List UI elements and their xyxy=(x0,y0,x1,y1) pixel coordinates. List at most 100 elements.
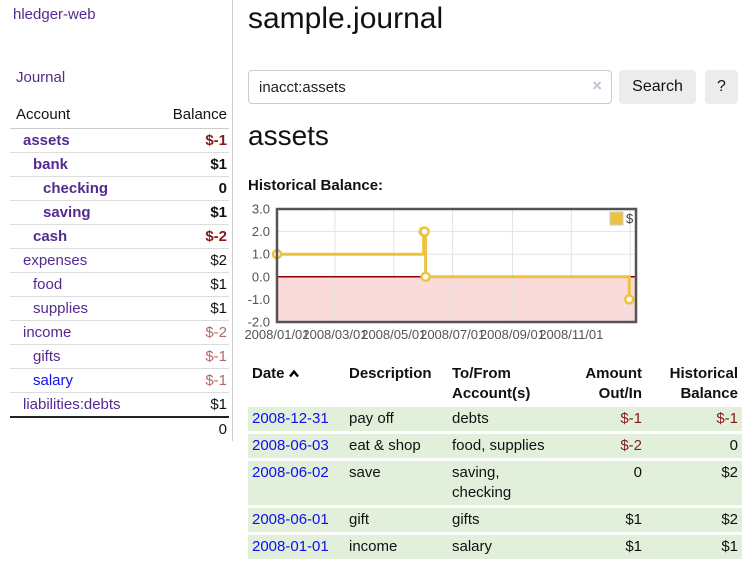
account-balance: $1 xyxy=(150,152,229,177)
account-cell: income xyxy=(10,320,151,345)
account-row: cash $-2 xyxy=(10,224,229,249)
account-cell: saving xyxy=(10,200,151,225)
x-tick-label: 2008/09/01 xyxy=(480,327,545,342)
account-row: checking 0 xyxy=(10,176,229,201)
register-balance: $2 xyxy=(646,508,742,532)
clear-search-icon[interactable]: × xyxy=(592,76,602,95)
register-amount: $1 xyxy=(553,535,646,559)
account-cell: checking xyxy=(10,176,151,201)
search-input-wrap: × xyxy=(248,70,612,104)
account-cell: assets xyxy=(10,128,151,153)
y-tick-label: 1.0 xyxy=(252,247,270,262)
register-date-link[interactable]: 2008-06-01 xyxy=(252,511,329,528)
account-balance: $-2 xyxy=(150,224,229,249)
account-heading: assets xyxy=(248,120,329,151)
register-tofrom: debts xyxy=(448,407,553,431)
register-date-link[interactable]: 2008-01-01 xyxy=(252,538,329,555)
account-link-food[interactable]: food xyxy=(33,276,63,293)
plot-border xyxy=(275,207,638,324)
help-button[interactable]: ? xyxy=(705,70,738,104)
register-row: 2008-06-01 gift gifts $1 $2 xyxy=(248,508,742,532)
column-header-date-label: Date xyxy=(252,365,285,382)
data-point-marker xyxy=(420,271,431,283)
sort-asc-icon xyxy=(288,369,299,378)
brand-link[interactable]: hledger-web xyxy=(13,6,96,23)
accounts-header-row: Account Balance xyxy=(10,102,229,129)
account-link-gifts[interactable]: gifts xyxy=(33,348,61,365)
account-link-liabilities-debts[interactable]: liabilities:debts xyxy=(23,396,121,413)
register-tofrom: salary xyxy=(448,535,553,559)
x-tick-label: 2008/01/01 xyxy=(244,327,309,342)
register-row: 2008-06-03 eat & shop food, supplies $-2 0 xyxy=(248,434,742,458)
register-description: pay off xyxy=(345,407,448,431)
account-link-expenses[interactable]: expenses xyxy=(23,252,88,269)
account-link-saving[interactable]: saving xyxy=(43,204,91,221)
search-bar: × Search ? xyxy=(248,70,738,104)
column-header-balance: Historical Balance xyxy=(669,365,738,402)
register-date-cell: 2008-06-02 xyxy=(248,461,345,505)
account-link-cash[interactable]: cash xyxy=(33,228,68,245)
search-button[interactable]: Search xyxy=(619,70,696,104)
account-row: food $1 xyxy=(10,272,229,297)
register-date-cell: 2008-06-03 xyxy=(248,434,345,458)
sidebar: hledger-web Journal Account Balance asse… xyxy=(0,0,233,441)
account-row: salary $-1 xyxy=(10,368,229,393)
account-balance: $1 xyxy=(150,392,229,418)
account-row: supplies $1 xyxy=(10,296,229,321)
account-link-assets[interactable]: assets xyxy=(23,132,70,149)
register-date-cell: 2008-12-31 xyxy=(248,407,345,431)
account-cell: food xyxy=(10,272,151,297)
y-tick-label: 0.0 xyxy=(252,269,270,284)
register-balance: 0 xyxy=(646,434,742,458)
account-link-income[interactable]: income xyxy=(23,324,72,341)
account-row: bank $1 xyxy=(10,152,229,177)
account-cell: gifts xyxy=(10,344,151,369)
register-balance: $2 xyxy=(646,461,742,505)
account-cell: bank xyxy=(10,152,151,177)
account-link-supplies[interactable]: supplies xyxy=(33,300,89,317)
register-tofrom: food, supplies xyxy=(448,434,553,458)
account-row: liabilities:debts $1 xyxy=(10,392,229,418)
register-description: save xyxy=(345,461,448,505)
register-amount: $-2 xyxy=(553,434,646,458)
y-tick-label: 3.0 xyxy=(252,202,270,217)
account-balance: $2 xyxy=(150,248,229,273)
register-date-link[interactable]: 2008-06-02 xyxy=(252,464,329,481)
account-balance: $-1 xyxy=(150,368,229,393)
column-header-description: Description xyxy=(349,365,432,382)
x-tick-label: 2008/11/01 xyxy=(539,327,603,342)
x-tick-label: 2008/07/01 xyxy=(420,327,485,342)
account-link-salary[interactable]: salary xyxy=(33,372,74,389)
register-tofrom: gifts xyxy=(448,508,553,532)
register-date-link[interactable]: 2008-06-03 xyxy=(252,437,329,454)
account-row: gifts $-1 xyxy=(10,344,229,369)
register-balance: $-1 xyxy=(646,407,742,431)
y-tick-label: -1.0 xyxy=(248,292,270,307)
register-date-cell: 2008-01-01 xyxy=(248,535,345,559)
register-description: gift xyxy=(345,508,448,532)
column-header-date[interactable]: Date xyxy=(248,364,345,404)
account-row: assets $-1 xyxy=(10,128,229,153)
sidebar-total-balance: 0 xyxy=(150,416,229,441)
account-link-bank[interactable]: bank xyxy=(33,156,69,173)
account-link-checking[interactable]: checking xyxy=(43,180,109,197)
register-description: eat & shop xyxy=(345,434,448,458)
data-point-marker xyxy=(623,294,635,305)
sidebar-total-row: 0 xyxy=(10,416,229,441)
register-amount: $-1 xyxy=(553,407,646,431)
chart-title: Historical Balance: xyxy=(248,177,384,194)
register-row: 2008-12-31 pay off debts $-1 $-1 xyxy=(248,407,742,431)
account-cell: salary xyxy=(10,368,151,393)
data-point-marker xyxy=(419,226,430,237)
register-date-link[interactable]: 2008-12-31 xyxy=(252,410,329,427)
search-input[interactable] xyxy=(248,70,612,104)
nav-journal-link[interactable]: Journal xyxy=(16,69,66,86)
account-balance: $1 xyxy=(150,296,229,321)
x-tick-label: 2008/05/01 xyxy=(361,327,426,342)
account-cell: cash xyxy=(10,224,151,249)
account-row: income $-2 xyxy=(10,320,229,345)
account-cell: expenses xyxy=(10,248,151,273)
account-balance: $-2 xyxy=(150,320,229,345)
accounts-table: Account Balance assets $-1 bank $1 checking 0… xyxy=(10,102,229,441)
main-content: sample.journal × Search ? assets Histori… xyxy=(244,0,742,582)
